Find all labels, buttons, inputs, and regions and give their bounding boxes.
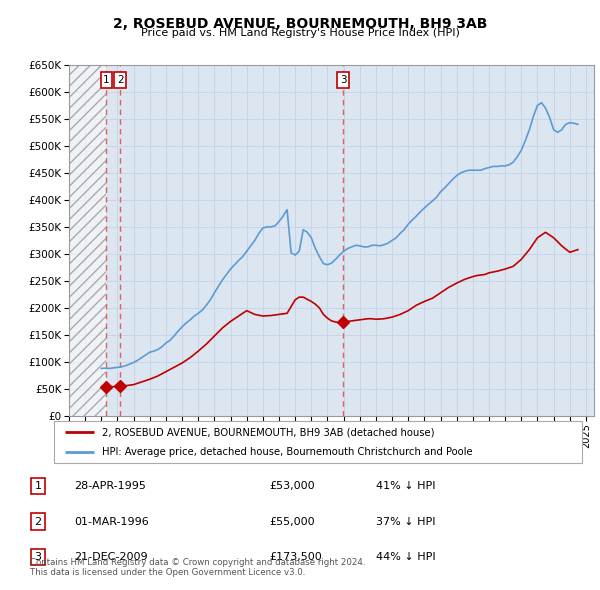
Text: 2, ROSEBUD AVENUE, BOURNEMOUTH, BH9 3AB: 2, ROSEBUD AVENUE, BOURNEMOUTH, BH9 3AB xyxy=(113,17,487,31)
Text: 3: 3 xyxy=(34,552,41,562)
Text: £55,000: £55,000 xyxy=(269,517,315,526)
Text: 3: 3 xyxy=(340,75,346,85)
Text: Price paid vs. HM Land Registry's House Price Index (HPI): Price paid vs. HM Land Registry's House … xyxy=(140,28,460,38)
Text: 41% ↓ HPI: 41% ↓ HPI xyxy=(376,481,435,491)
Text: 37% ↓ HPI: 37% ↓ HPI xyxy=(376,517,435,526)
Text: 2: 2 xyxy=(117,75,124,85)
Text: 01-MAR-1996: 01-MAR-1996 xyxy=(74,517,149,526)
Text: 2: 2 xyxy=(34,517,41,526)
Text: 28-APR-1995: 28-APR-1995 xyxy=(74,481,146,491)
Text: 1: 1 xyxy=(103,75,110,85)
Text: £173,500: £173,500 xyxy=(269,552,322,562)
Text: 1: 1 xyxy=(34,481,41,491)
Text: HPI: Average price, detached house, Bournemouth Christchurch and Poole: HPI: Average price, detached house, Bour… xyxy=(101,447,472,457)
Text: 21-DEC-2009: 21-DEC-2009 xyxy=(74,552,148,562)
Text: 44% ↓ HPI: 44% ↓ HPI xyxy=(376,552,435,562)
Text: £53,000: £53,000 xyxy=(269,481,315,491)
Text: 2, ROSEBUD AVENUE, BOURNEMOUTH, BH9 3AB (detached house): 2, ROSEBUD AVENUE, BOURNEMOUTH, BH9 3AB … xyxy=(101,427,434,437)
Text: Contains HM Land Registry data © Crown copyright and database right 2024.
This d: Contains HM Land Registry data © Crown c… xyxy=(30,558,365,577)
